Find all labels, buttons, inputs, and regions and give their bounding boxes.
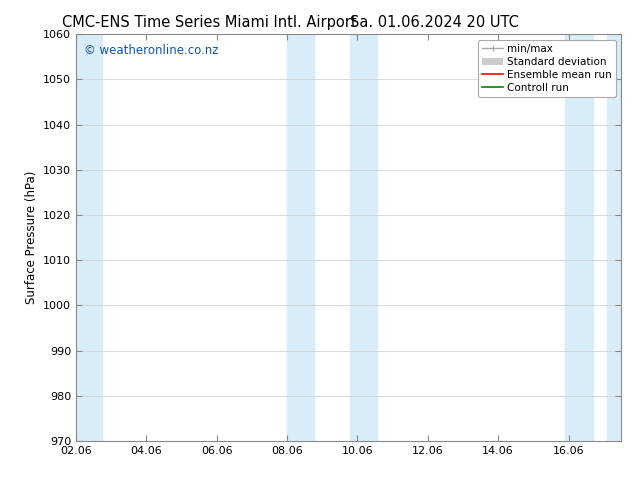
Text: © weatheronline.co.nz: © weatheronline.co.nz [84, 45, 219, 57]
Bar [76, 34, 103, 441]
Text: Sa. 01.06.2024 20 UTC: Sa. 01.06.2024 20 UTC [350, 15, 519, 30]
Bar [565, 34, 593, 441]
Y-axis label: Surface Pressure (hPa): Surface Pressure (hPa) [25, 171, 37, 304]
Bar [287, 34, 314, 441]
Text: CMC-ENS Time Series Miami Intl. Airport: CMC-ENS Time Series Miami Intl. Airport [62, 15, 356, 30]
Bar [351, 34, 377, 441]
Bar [607, 34, 621, 441]
Legend: min/max, Standard deviation, Ensemble mean run, Controll run: min/max, Standard deviation, Ensemble me… [478, 40, 616, 97]
